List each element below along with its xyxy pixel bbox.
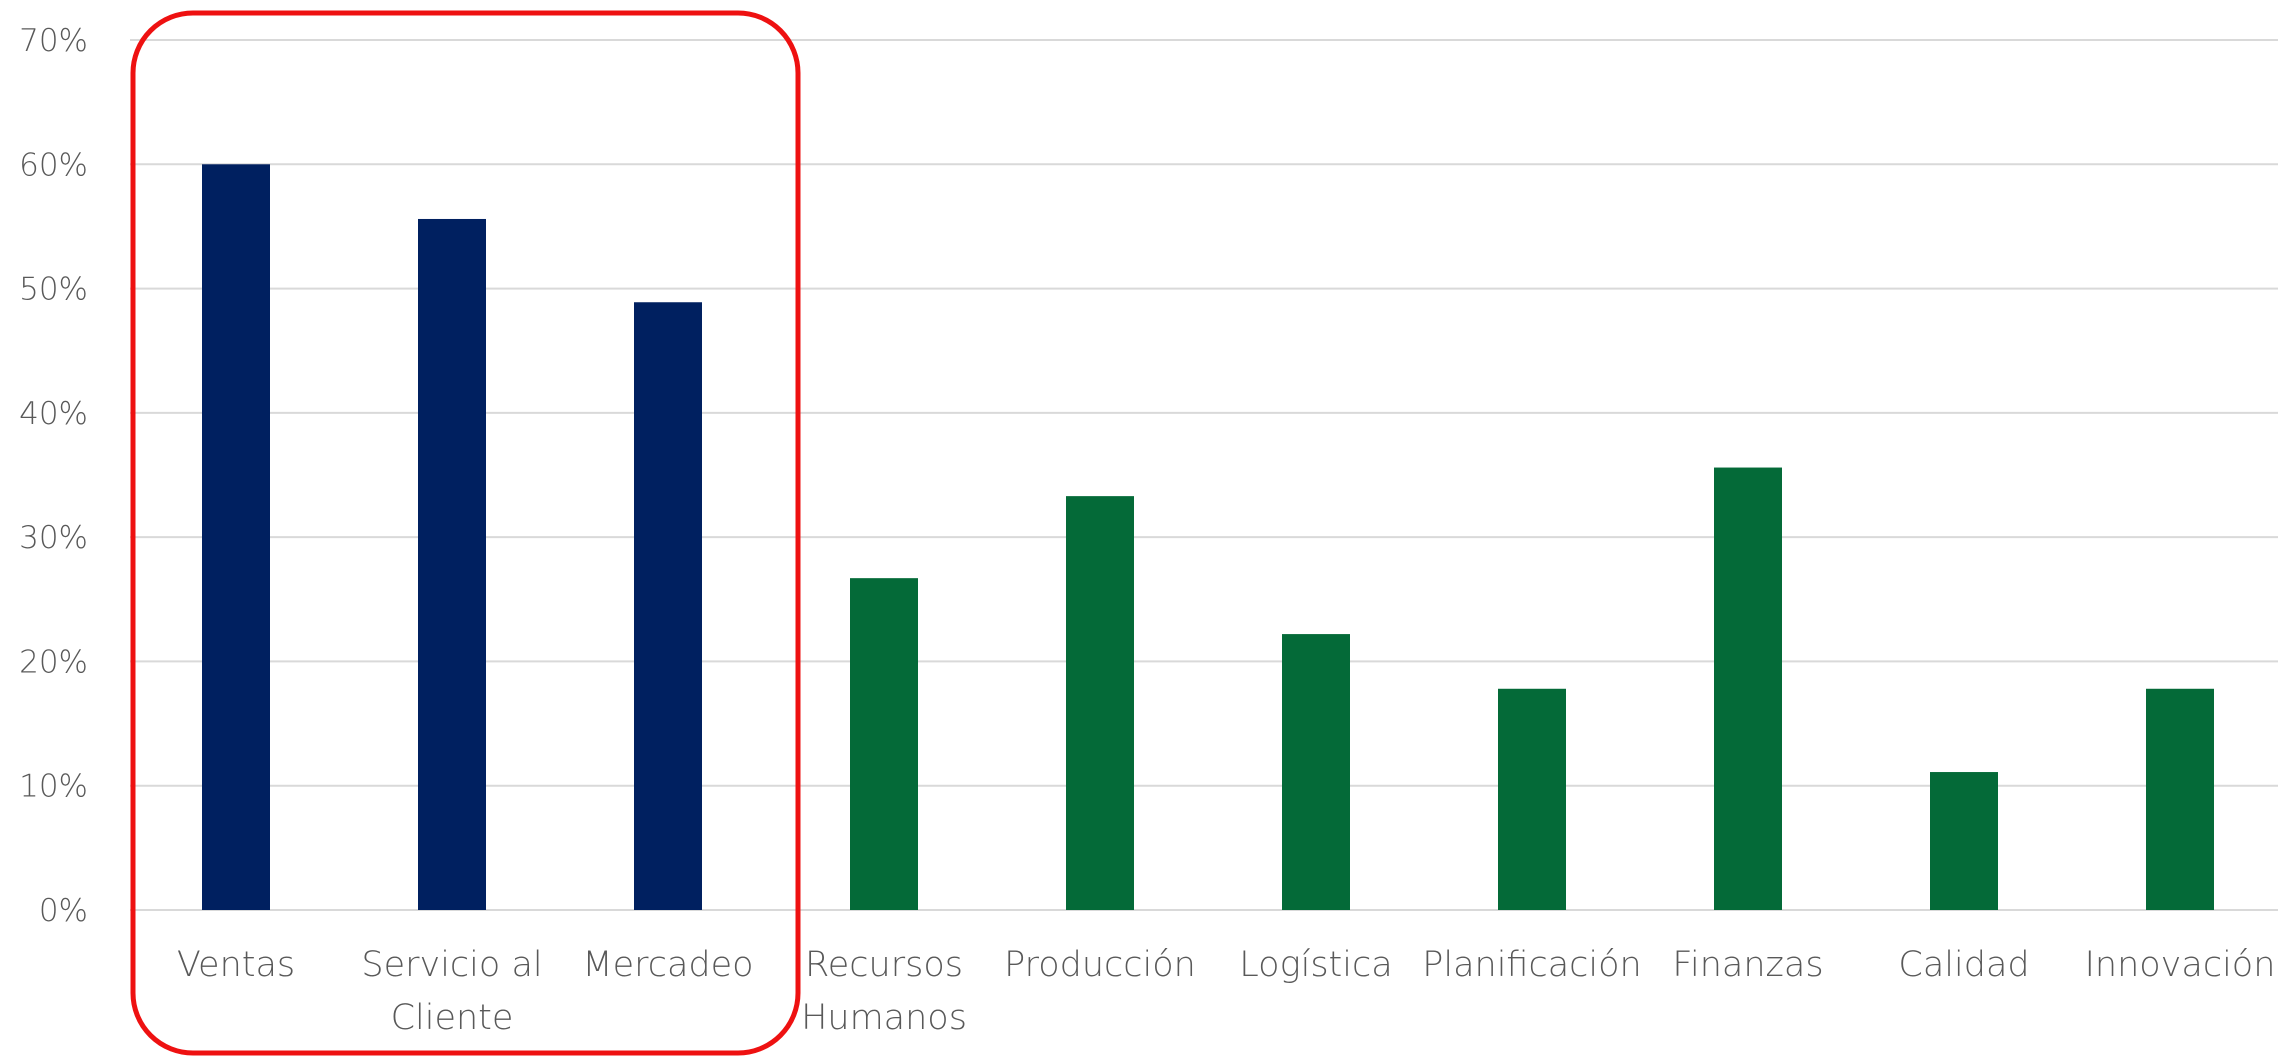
x-category-label: Ventas xyxy=(177,945,295,985)
x-category-label-line: Humanos xyxy=(801,998,967,1038)
bar xyxy=(850,578,918,910)
y-axis-tick-labels: 0% 10% 20% 30% 40% 50% 60% 70% xyxy=(19,23,88,929)
y-tick-label: 50% xyxy=(19,272,88,308)
y-tick-label: 0% xyxy=(39,893,88,929)
x-category-label-line: Cliente xyxy=(391,998,514,1038)
bar xyxy=(1498,688,1566,910)
x-category-label: Innovación xyxy=(2085,945,2276,985)
x-axis-category-labels: Ventas Servicio al Cliente Mercadeo Recursos… xyxy=(177,945,2276,1038)
bar xyxy=(1066,496,1134,910)
bar xyxy=(418,218,486,910)
x-category-label-line: Servicio al xyxy=(361,945,542,985)
bar xyxy=(634,302,702,910)
x-category-label: Calidad xyxy=(1898,945,2029,985)
x-category-label: Producción xyxy=(1004,945,1196,985)
highlight-box xyxy=(130,10,801,1056)
y-tick-label: 10% xyxy=(19,769,88,805)
bar xyxy=(1930,772,1998,910)
bar xyxy=(2146,688,2214,910)
x-category-label-line: Recursos xyxy=(805,945,963,985)
y-tick-label: 30% xyxy=(19,520,88,556)
x-category-label: Recursos Humanos xyxy=(801,945,967,1038)
x-category-label-line: Innovación xyxy=(2085,945,2276,985)
bar xyxy=(202,164,270,911)
y-tick-label: 60% xyxy=(19,147,88,183)
y-tick-label: 40% xyxy=(19,396,88,432)
x-category-label: Logística xyxy=(1239,945,1392,985)
x-category-label-line: Calidad xyxy=(1898,945,2029,985)
gridlines xyxy=(130,39,2278,911)
x-category-label-line: Producción xyxy=(1004,945,1196,985)
x-category-label-line: Ventas xyxy=(177,945,295,985)
x-category-label: Finanzas xyxy=(1672,945,1823,985)
y-tick-label: 20% xyxy=(19,644,88,680)
x-category-label: Servicio al Cliente xyxy=(361,945,542,1038)
y-tick-label: 70% xyxy=(19,23,88,59)
x-category-label-line: Finanzas xyxy=(1672,945,1823,985)
x-category-label-line: Mercadeo xyxy=(582,945,753,985)
bar xyxy=(1714,467,1782,910)
x-category-label-line: Logística xyxy=(1239,945,1392,985)
bars xyxy=(202,164,2214,911)
bar xyxy=(1282,634,1350,910)
x-category-label: Mercadeo xyxy=(582,945,753,985)
x-category-label-line: Planificación xyxy=(1422,945,1642,985)
x-category-label: Planificación xyxy=(1422,945,1642,985)
